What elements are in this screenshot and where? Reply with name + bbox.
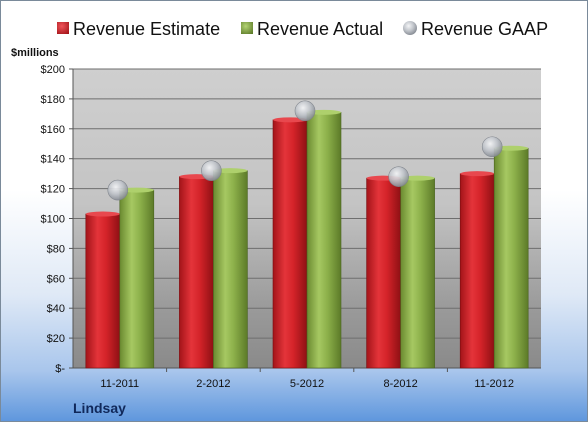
company-name: Lindsay [73,400,126,416]
bar-top-revenue-estimate [85,211,120,217]
bar-top-revenue-actual [119,187,154,193]
y-tick-label: $200 [41,64,65,76]
y-axis-unit-label: $millions [11,47,59,59]
legend-label-revenue-estimate: Revenue Estimate [73,19,220,39]
point-revenue-gaap [294,100,316,122]
bar-revenue-actual [119,189,155,369]
bar-top-revenue-actual [213,168,248,174]
x-tick-label: 5-2012 [290,378,324,390]
point-revenue-gaap [201,160,222,181]
x-tick-label: 11-2011 [100,378,139,390]
legend-swatch-revenue-estimate [57,22,69,34]
y-tick-label: $160 [41,124,65,136]
point-revenue-gaap [107,179,129,201]
legend-swatch-revenue-actual [241,22,253,34]
bar-top-revenue-actual [307,109,341,115]
x-tick-label: 11-2012 [474,378,514,390]
point-revenue-gaap [481,136,503,158]
y-tick-label: $140 [41,154,65,166]
legend-swatch-revenue-gaap [403,21,417,35]
bar-revenue-actual [400,177,435,369]
bar-revenue-estimate [459,173,495,369]
legend: Revenue Estimate Revenue Actual Revenue … [57,19,548,39]
bar-top-revenue-actual [400,175,435,181]
legend-label-revenue-gaap: Revenue GAAP [421,19,548,39]
bar-top-revenue-estimate [460,171,495,177]
legend-label-revenue-actual: Revenue Actual [257,19,383,39]
bar-revenue-actual [213,170,248,369]
y-tick-label: $- [55,363,65,375]
bar-revenue-estimate [85,213,121,369]
plot-area: $- $20 $40 $60 $80 $100 $120 $140 $160 $180 $200 11… [41,64,541,390]
y-tick-label: $80 [47,243,65,255]
bar-revenue-estimate [179,176,214,369]
point-revenue-gaap [388,166,409,187]
y-tick-label: $60 [47,273,65,285]
y-tick-label: $120 [41,184,65,196]
y-tick-label: $20 [47,333,65,345]
x-tick-label: 2-2012 [196,378,230,390]
bar-revenue-estimate [366,177,401,369]
bar-revenue-estimate [272,119,308,369]
bar-revenue-actual [493,147,529,369]
y-tick-label: $180 [41,94,65,106]
y-tick-label: $40 [47,303,65,315]
x-tick-label: 8-2012 [383,378,417,390]
bar-revenue-actual [306,112,342,369]
y-tick-label: $100 [41,214,65,226]
bar-top-revenue-actual [494,145,529,151]
